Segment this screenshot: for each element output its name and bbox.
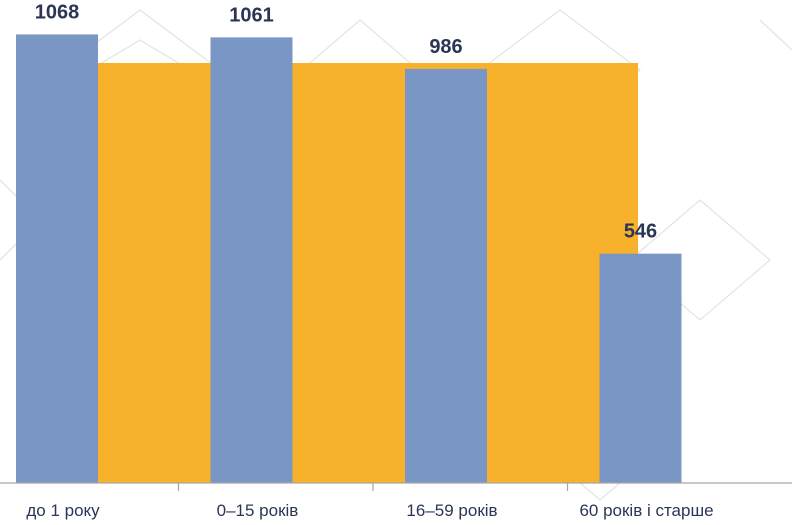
x-tick-label-3: 16–59 років — [406, 501, 497, 520]
background-band-layer — [98, 63, 639, 483]
bar-2 — [210, 37, 293, 483]
bar-1 — [16, 34, 98, 483]
data-label-2: 1061 — [229, 4, 274, 26]
data-label-4: 546 — [624, 221, 657, 243]
x-tick-label-4: 60 років і старше — [579, 501, 713, 520]
data-label-3: 986 — [429, 36, 462, 58]
x-tick-label-1: до 1 року — [26, 501, 100, 520]
bar-layer — [16, 34, 682, 483]
value-label-layer: 1068 1061 986 546 — [35, 1, 657, 242]
bar-4 — [599, 253, 682, 483]
background-band — [98, 63, 639, 483]
x-tick-label-2: 0–15 років — [217, 501, 299, 520]
data-label-1: 1068 — [35, 1, 80, 23]
x-tick-label-layer: до 1 року 0–15 років 16–59 років 60 років і… — [26, 501, 713, 520]
x-axis — [0, 482, 792, 491]
bar-3 — [405, 68, 487, 483]
